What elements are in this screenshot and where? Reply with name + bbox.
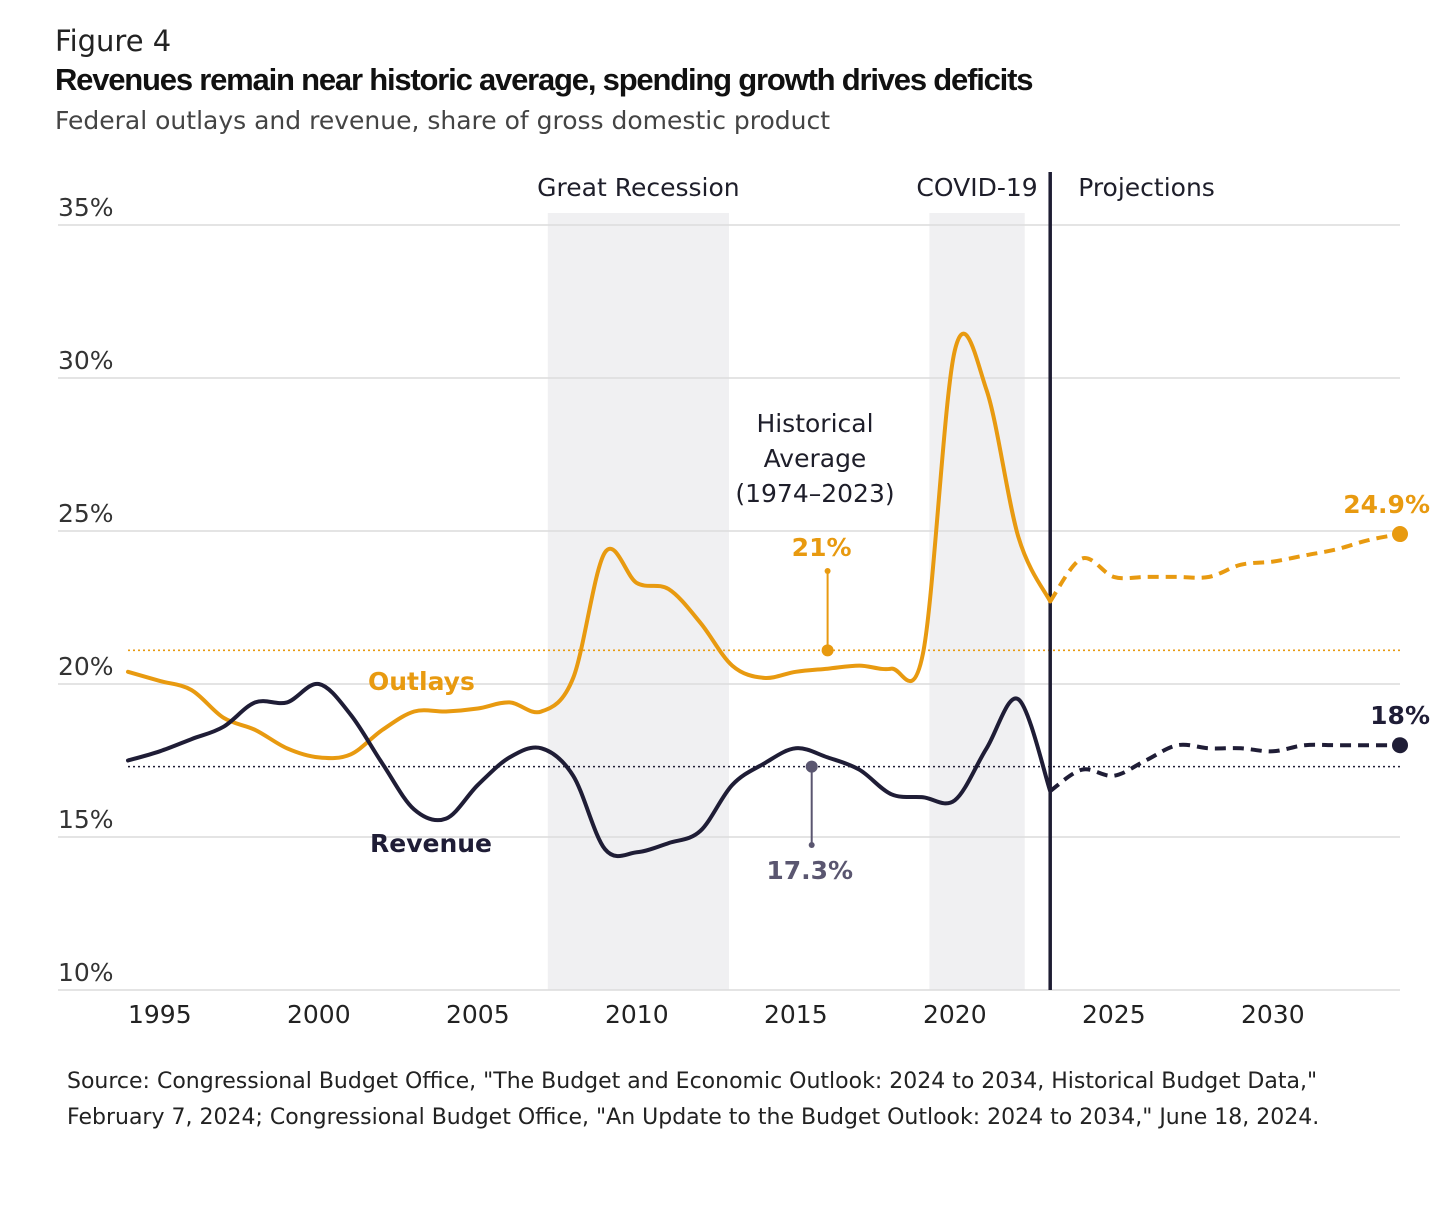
y-tick-label: 30%: [58, 346, 114, 375]
outlays-projected-line: [1048, 532, 1401, 603]
x-tick-label: 2025: [1082, 1000, 1146, 1029]
chart-subtitle: Federal outlays and revenue, share of gr…: [55, 106, 831, 135]
historical-average-annotation: Average: [764, 444, 867, 473]
x-tick-label: 1995: [128, 1000, 192, 1029]
source-line-1: Source: Congressional Budget Office, "Th…: [67, 1069, 1318, 1094]
outlays-end-point: [1392, 526, 1408, 543]
revenue-series-label: Revenue: [370, 829, 492, 858]
revenue-historical-line: [126, 681, 1053, 859]
shaded-period-label-1: Great Recession: [537, 173, 739, 202]
revenue-average-label: 17.3%: [766, 856, 853, 885]
outlays-average-marker: [821, 644, 834, 657]
chart-title: Revenues remain near historic average, s…: [55, 62, 1033, 97]
revenue-average-marker: [805, 760, 818, 773]
outlays-series-label: Outlays: [368, 667, 475, 696]
x-tick-label: 2020: [923, 1000, 987, 1029]
source-line-2: February 7, 2024; Congressional Budget O…: [67, 1105, 1320, 1130]
revenue-end-label: 18%: [1370, 701, 1430, 730]
historical-average-annotation: (1974–2023): [735, 479, 894, 508]
y-tick-label: 15%: [58, 805, 114, 834]
outlays-average-label: 21%: [792, 533, 852, 562]
y-tick-label: 25%: [58, 499, 114, 528]
outlays-historical-line: [126, 331, 1053, 761]
historical-average-annotation: Historical: [756, 409, 873, 438]
x-tick-label: 2010: [605, 1000, 669, 1029]
shaded-period-1: [547, 213, 730, 990]
outlays-end-label: 24.9%: [1343, 490, 1430, 519]
y-tick-label: 10%: [58, 958, 114, 987]
source-note: Source: Congressional Budget Office, "Th…: [67, 1064, 1319, 1136]
x-tick-label: 2005: [446, 1000, 510, 1029]
revenue-end-point: [1392, 737, 1408, 754]
revenue-projected-line: [1049, 742, 1400, 793]
x-tick-label: 2030: [1241, 1000, 1305, 1029]
projections-label: Projections: [1078, 173, 1215, 202]
revenue-average-pointer-tip: [808, 842, 815, 848]
x-tick-label: 2015: [764, 1000, 828, 1029]
outlays-average-pointer-tip: [824, 568, 831, 574]
shaded-period-2: [929, 213, 1025, 990]
figure-label: Figure 4: [55, 24, 172, 58]
y-tick-label: 20%: [58, 652, 114, 681]
x-tick-label: 2000: [287, 1000, 351, 1029]
y-tick-label: 35%: [58, 193, 114, 222]
shaded-period-label-2: COVID-19: [916, 173, 1037, 202]
